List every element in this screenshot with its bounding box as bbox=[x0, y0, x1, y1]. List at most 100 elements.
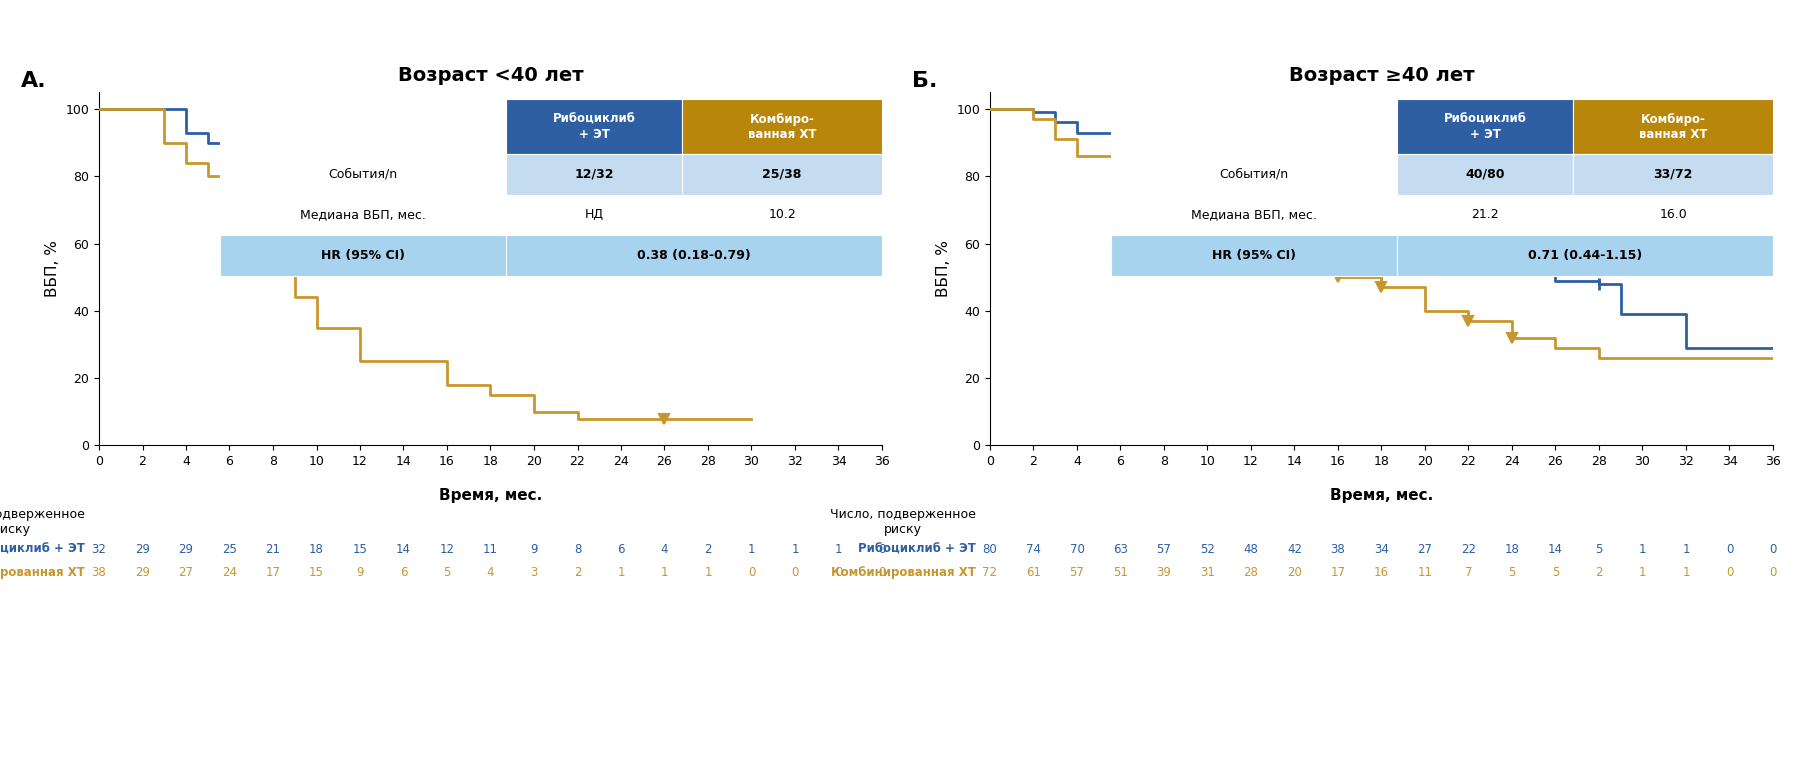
Text: 12/32: 12/32 bbox=[574, 167, 614, 180]
FancyBboxPatch shape bbox=[1397, 194, 1573, 235]
Text: 0: 0 bbox=[835, 566, 842, 578]
Text: HR (95% CI): HR (95% CI) bbox=[320, 249, 405, 262]
Text: 21.2: 21.2 bbox=[1471, 208, 1499, 221]
FancyBboxPatch shape bbox=[506, 99, 682, 154]
Text: 0: 0 bbox=[1726, 566, 1733, 578]
Text: 24: 24 bbox=[221, 566, 238, 578]
Text: 1: 1 bbox=[704, 566, 711, 578]
Text: Время, мес.: Время, мес. bbox=[1330, 488, 1433, 503]
Text: Комбиро-
ванная ХТ: Комбиро- ванная ХТ bbox=[749, 113, 817, 141]
Text: 11: 11 bbox=[1417, 566, 1433, 578]
Text: 25/38: 25/38 bbox=[763, 167, 801, 180]
Text: 72: 72 bbox=[983, 566, 997, 578]
Text: 18: 18 bbox=[1505, 543, 1519, 555]
Text: 31: 31 bbox=[1201, 566, 1215, 578]
Text: 0: 0 bbox=[878, 566, 886, 578]
Text: 0: 0 bbox=[878, 543, 886, 555]
Text: 1: 1 bbox=[835, 543, 842, 555]
Text: 34: 34 bbox=[1373, 543, 1390, 555]
Text: HR (95% CI): HR (95% CI) bbox=[1211, 249, 1296, 262]
Text: 10.2: 10.2 bbox=[769, 208, 796, 221]
Text: 29: 29 bbox=[135, 566, 149, 578]
Text: 1: 1 bbox=[1638, 566, 1647, 578]
Text: Рибоциклиб
+ ЭТ: Рибоциклиб + ЭТ bbox=[1444, 113, 1526, 141]
Text: Время, мес.: Время, мес. bbox=[439, 488, 542, 503]
FancyBboxPatch shape bbox=[1111, 99, 1397, 154]
Text: 16.0: 16.0 bbox=[1660, 208, 1687, 221]
Text: 0.38 (0.18-0.79): 0.38 (0.18-0.79) bbox=[637, 249, 751, 262]
Text: 3: 3 bbox=[531, 566, 538, 578]
FancyBboxPatch shape bbox=[506, 154, 682, 194]
Text: 12: 12 bbox=[439, 543, 454, 555]
FancyBboxPatch shape bbox=[682, 99, 882, 154]
Text: 38: 38 bbox=[1330, 543, 1345, 555]
Text: Комбинированная ХТ: Комбинированная ХТ bbox=[0, 566, 85, 578]
Text: 22: 22 bbox=[1462, 543, 1476, 555]
Text: Комбинированная ХТ: Комбинированная ХТ bbox=[832, 566, 976, 578]
Text: 1: 1 bbox=[792, 543, 799, 555]
Title: Возраст ≥40 лет: Возраст ≥40 лет bbox=[1289, 66, 1474, 85]
Text: 28: 28 bbox=[1244, 566, 1258, 578]
Text: 40/80: 40/80 bbox=[1465, 167, 1505, 180]
Text: 38: 38 bbox=[92, 566, 106, 578]
Text: 18: 18 bbox=[310, 543, 324, 555]
Text: 27: 27 bbox=[178, 566, 194, 578]
Title: Возраст <40 лет: Возраст <40 лет bbox=[398, 66, 583, 85]
Text: Рибоциклиб
+ ЭТ: Рибоциклиб + ЭТ bbox=[553, 113, 635, 141]
FancyBboxPatch shape bbox=[1573, 99, 1773, 154]
Text: 1: 1 bbox=[617, 566, 625, 578]
Text: 29: 29 bbox=[135, 543, 149, 555]
Text: 5: 5 bbox=[443, 566, 450, 578]
Text: 0: 0 bbox=[1769, 566, 1777, 578]
Text: 51: 51 bbox=[1112, 566, 1129, 578]
FancyBboxPatch shape bbox=[1397, 154, 1573, 194]
Text: 1: 1 bbox=[1683, 543, 1690, 555]
Text: НД: НД bbox=[585, 208, 603, 221]
FancyBboxPatch shape bbox=[220, 154, 506, 194]
Text: 2: 2 bbox=[574, 566, 581, 578]
Text: 0: 0 bbox=[747, 566, 756, 578]
Text: 2: 2 bbox=[1595, 566, 1602, 578]
Text: 5: 5 bbox=[1552, 566, 1559, 578]
Text: 8: 8 bbox=[574, 543, 581, 555]
FancyBboxPatch shape bbox=[1111, 235, 1397, 276]
Text: 63: 63 bbox=[1112, 543, 1129, 555]
Text: 5: 5 bbox=[1508, 566, 1516, 578]
Text: Рибоциклиб + ЭТ: Рибоциклиб + ЭТ bbox=[0, 543, 85, 555]
Text: А.: А. bbox=[22, 71, 47, 91]
Text: 4: 4 bbox=[661, 543, 668, 555]
Text: 57: 57 bbox=[1157, 543, 1172, 555]
Text: 17: 17 bbox=[1330, 566, 1345, 578]
Text: Комбиро-
ванная ХТ: Комбиро- ванная ХТ bbox=[1640, 113, 1708, 141]
Text: 7: 7 bbox=[1465, 566, 1472, 578]
Text: 6: 6 bbox=[617, 543, 625, 555]
FancyBboxPatch shape bbox=[1111, 194, 1397, 235]
FancyBboxPatch shape bbox=[682, 154, 882, 194]
Text: 1: 1 bbox=[661, 566, 668, 578]
FancyBboxPatch shape bbox=[1397, 99, 1573, 154]
Text: 39: 39 bbox=[1157, 566, 1172, 578]
Text: 1: 1 bbox=[747, 543, 756, 555]
Text: 5: 5 bbox=[1595, 543, 1602, 555]
Text: 48: 48 bbox=[1244, 543, 1258, 555]
Text: 20: 20 bbox=[1287, 566, 1301, 578]
Text: 0: 0 bbox=[792, 566, 799, 578]
Text: 42: 42 bbox=[1287, 543, 1301, 555]
Text: 4: 4 bbox=[486, 566, 495, 578]
Text: 2: 2 bbox=[704, 543, 711, 555]
Text: 21: 21 bbox=[265, 543, 281, 555]
FancyBboxPatch shape bbox=[1111, 154, 1397, 194]
Text: 14: 14 bbox=[396, 543, 410, 555]
Text: 0: 0 bbox=[1726, 543, 1733, 555]
Text: События/n: События/n bbox=[1220, 167, 1289, 180]
Text: События/n: События/n bbox=[329, 167, 398, 180]
FancyBboxPatch shape bbox=[1573, 154, 1773, 194]
Text: 74: 74 bbox=[1026, 543, 1040, 555]
Text: 57: 57 bbox=[1069, 566, 1084, 578]
Text: 6: 6 bbox=[400, 566, 407, 578]
Text: 80: 80 bbox=[983, 543, 997, 555]
Text: Б.: Б. bbox=[911, 71, 938, 91]
FancyBboxPatch shape bbox=[220, 235, 506, 276]
Text: 16: 16 bbox=[1373, 566, 1390, 578]
Text: Число, подверженное
риску: Число, подверженное риску bbox=[830, 508, 976, 536]
